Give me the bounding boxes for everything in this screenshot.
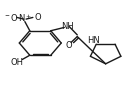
Text: $^-$O: $^-$O [3,12,19,23]
Text: NH: NH [61,22,74,31]
Text: O: O [34,13,41,22]
Text: HN: HN [87,36,99,45]
Text: O: O [66,41,73,50]
Text: N$^+$: N$^+$ [18,12,32,24]
Text: OH: OH [11,58,24,67]
